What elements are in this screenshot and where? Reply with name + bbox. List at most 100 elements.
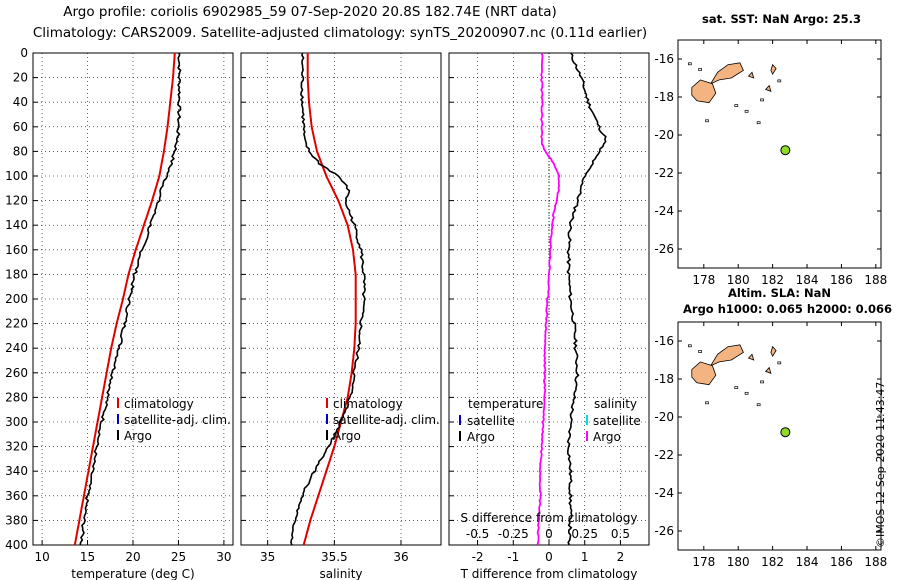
map-sla-x-tick-label: 178 <box>692 555 715 569</box>
y-tick-label: 320 <box>5 440 28 454</box>
panel-frame <box>240 52 442 546</box>
map-sla-y-tick-label: -16 <box>654 334 674 348</box>
x-tick-label: 1 <box>581 550 589 564</box>
legend-sal-argo-label: Argo <box>593 430 621 444</box>
y-tick-label: 100 <box>5 169 28 183</box>
map-sst-land-3 <box>764 84 772 92</box>
x-tick-label: 2 <box>617 550 625 564</box>
x-axis-label: salinity <box>319 567 362 580</box>
map-sla-y-tick-label: -26 <box>654 524 674 538</box>
salinity-argo-line <box>290 52 366 546</box>
map-sst-x-tick-label: 178 <box>692 273 715 287</box>
x-tick-label: 20 <box>125 550 140 564</box>
x-tick-label: 35 <box>260 550 275 564</box>
legend-temp-title: temperature <box>468 397 543 411</box>
map-sla-reef-5 <box>705 401 709 405</box>
panel-frame <box>32 52 234 546</box>
temperature-argo-line <box>79 52 182 546</box>
x-tick-label: 15 <box>80 550 95 564</box>
legend-sal-sat-label: satellite <box>593 414 641 428</box>
map-sla-land-1 <box>691 361 717 386</box>
map-sst-land-4 <box>747 71 755 79</box>
map-sla-frame <box>677 321 882 551</box>
y-tick-label: 60 <box>13 120 28 134</box>
map-sst-land-1 <box>691 79 717 104</box>
y-tick-label: 180 <box>5 267 28 281</box>
map-sla-land-0 <box>709 344 744 367</box>
y-tick-label: 340 <box>5 464 28 478</box>
map-sst-header: sat. SST: NaN Argo: 25.3 <box>702 12 862 26</box>
map-sst-y-tick-label: -22 <box>654 166 674 180</box>
map-sst-reef-7 <box>698 68 702 71</box>
map-sla-x-tick-label: 180 <box>727 555 750 569</box>
x-tick-label: 36 <box>393 550 408 564</box>
map-sla-reef-7 <box>698 350 702 353</box>
y-tick-label: 220 <box>5 317 28 331</box>
map-sst-reef-4 <box>760 98 764 102</box>
y-tick-label: 380 <box>5 513 28 527</box>
timestamp-stamp: ©IMOS 12-Sep-2020 11:43:47 <box>874 381 887 548</box>
y-tick-label: 160 <box>5 243 28 257</box>
x-axis-label: temperature (deg C) <box>71 567 194 580</box>
map-sla-reef-2 <box>744 391 749 395</box>
x-axis-label: T difference from climatology <box>460 567 638 580</box>
salinity-diff-argo-line <box>536 52 561 546</box>
map-sla-y-tick-label: -20 <box>654 410 674 424</box>
y-tick-label: 200 <box>5 292 28 306</box>
map-sst-land-0 <box>709 62 744 85</box>
y-tick-label: 120 <box>5 194 28 208</box>
top-tick-label: 0 <box>545 527 553 541</box>
x-tick-label: -1 <box>507 550 519 564</box>
top-axis-label: S difference from climatology <box>461 511 638 525</box>
map-sla-reef-0 <box>687 344 692 348</box>
title-line-2: Climatology: CARS2009. Satellite-adjuste… <box>32 25 648 41</box>
map-sla-float-marker <box>780 427 791 438</box>
temperature-climatology-line <box>73 52 176 546</box>
top-tick-label: -0.25 <box>498 527 529 541</box>
map-sst-y-tick-label: -24 <box>654 204 674 218</box>
legend-label: climatology <box>124 397 194 411</box>
y-tick-label: 80 <box>13 144 28 158</box>
map-sla-header-2: Argo h1000: 0.065 h2000: 0.066 <box>683 302 893 316</box>
y-tick-label: 240 <box>5 341 28 355</box>
map-sla-y-tick-label: -22 <box>654 448 674 462</box>
map-sla-land-2 <box>770 345 777 358</box>
map-sst-frame <box>677 39 882 269</box>
map-sst-y-tick-label: -20 <box>654 128 674 142</box>
map-sst-reef-2 <box>744 109 749 113</box>
x-tick-label: -2 <box>472 550 484 564</box>
map-sla-land-4 <box>747 353 755 361</box>
x-tick-label: 10 <box>34 550 49 564</box>
legend-label: Argo <box>333 429 361 443</box>
legend-label: satellite-adj. clim. <box>124 413 231 427</box>
map-sst-float-marker <box>780 145 791 156</box>
top-tick-label: 0.5 <box>611 527 630 541</box>
map-sst-x-tick-label: 184 <box>796 273 819 287</box>
map-sst-reef-0 <box>687 62 692 66</box>
map-sst-x-tick-label: 182 <box>761 273 784 287</box>
map-sst-x-tick-label: 180 <box>727 273 750 287</box>
y-tick-label: 140 <box>5 218 28 232</box>
map-sst-reef-5 <box>705 119 709 123</box>
map-sla-x-tick-label: 186 <box>830 555 853 569</box>
salinity-climatology-line <box>302 53 357 546</box>
map-sla-land-3 <box>764 366 772 374</box>
y-tick-label: 40 <box>13 95 28 109</box>
map-sla-reef-6 <box>777 361 782 365</box>
legend-temp-argo-label: Argo <box>467 430 495 444</box>
map-sla-reef-4 <box>760 380 764 384</box>
temperature-diff-argo-line <box>566 52 607 546</box>
map-sla-y-tick-label: -18 <box>654 372 674 386</box>
legend-sal-title: salinity <box>594 397 637 411</box>
legend-label: satellite-adj. clim. <box>333 413 440 427</box>
legend-label: climatology <box>333 397 403 411</box>
legend-label: Argo <box>124 429 152 443</box>
y-tick-label: 20 <box>13 71 28 85</box>
map-sst-x-tick-label: 186 <box>830 273 853 287</box>
map-sst-reef-3 <box>756 121 761 125</box>
x-tick-label: 25 <box>171 550 186 564</box>
map-sst-reef-1 <box>734 104 739 107</box>
map-sst-x-tick-label: 188 <box>864 273 887 287</box>
y-tick-label: 400 <box>5 538 28 552</box>
y-tick-label: 360 <box>5 489 28 503</box>
